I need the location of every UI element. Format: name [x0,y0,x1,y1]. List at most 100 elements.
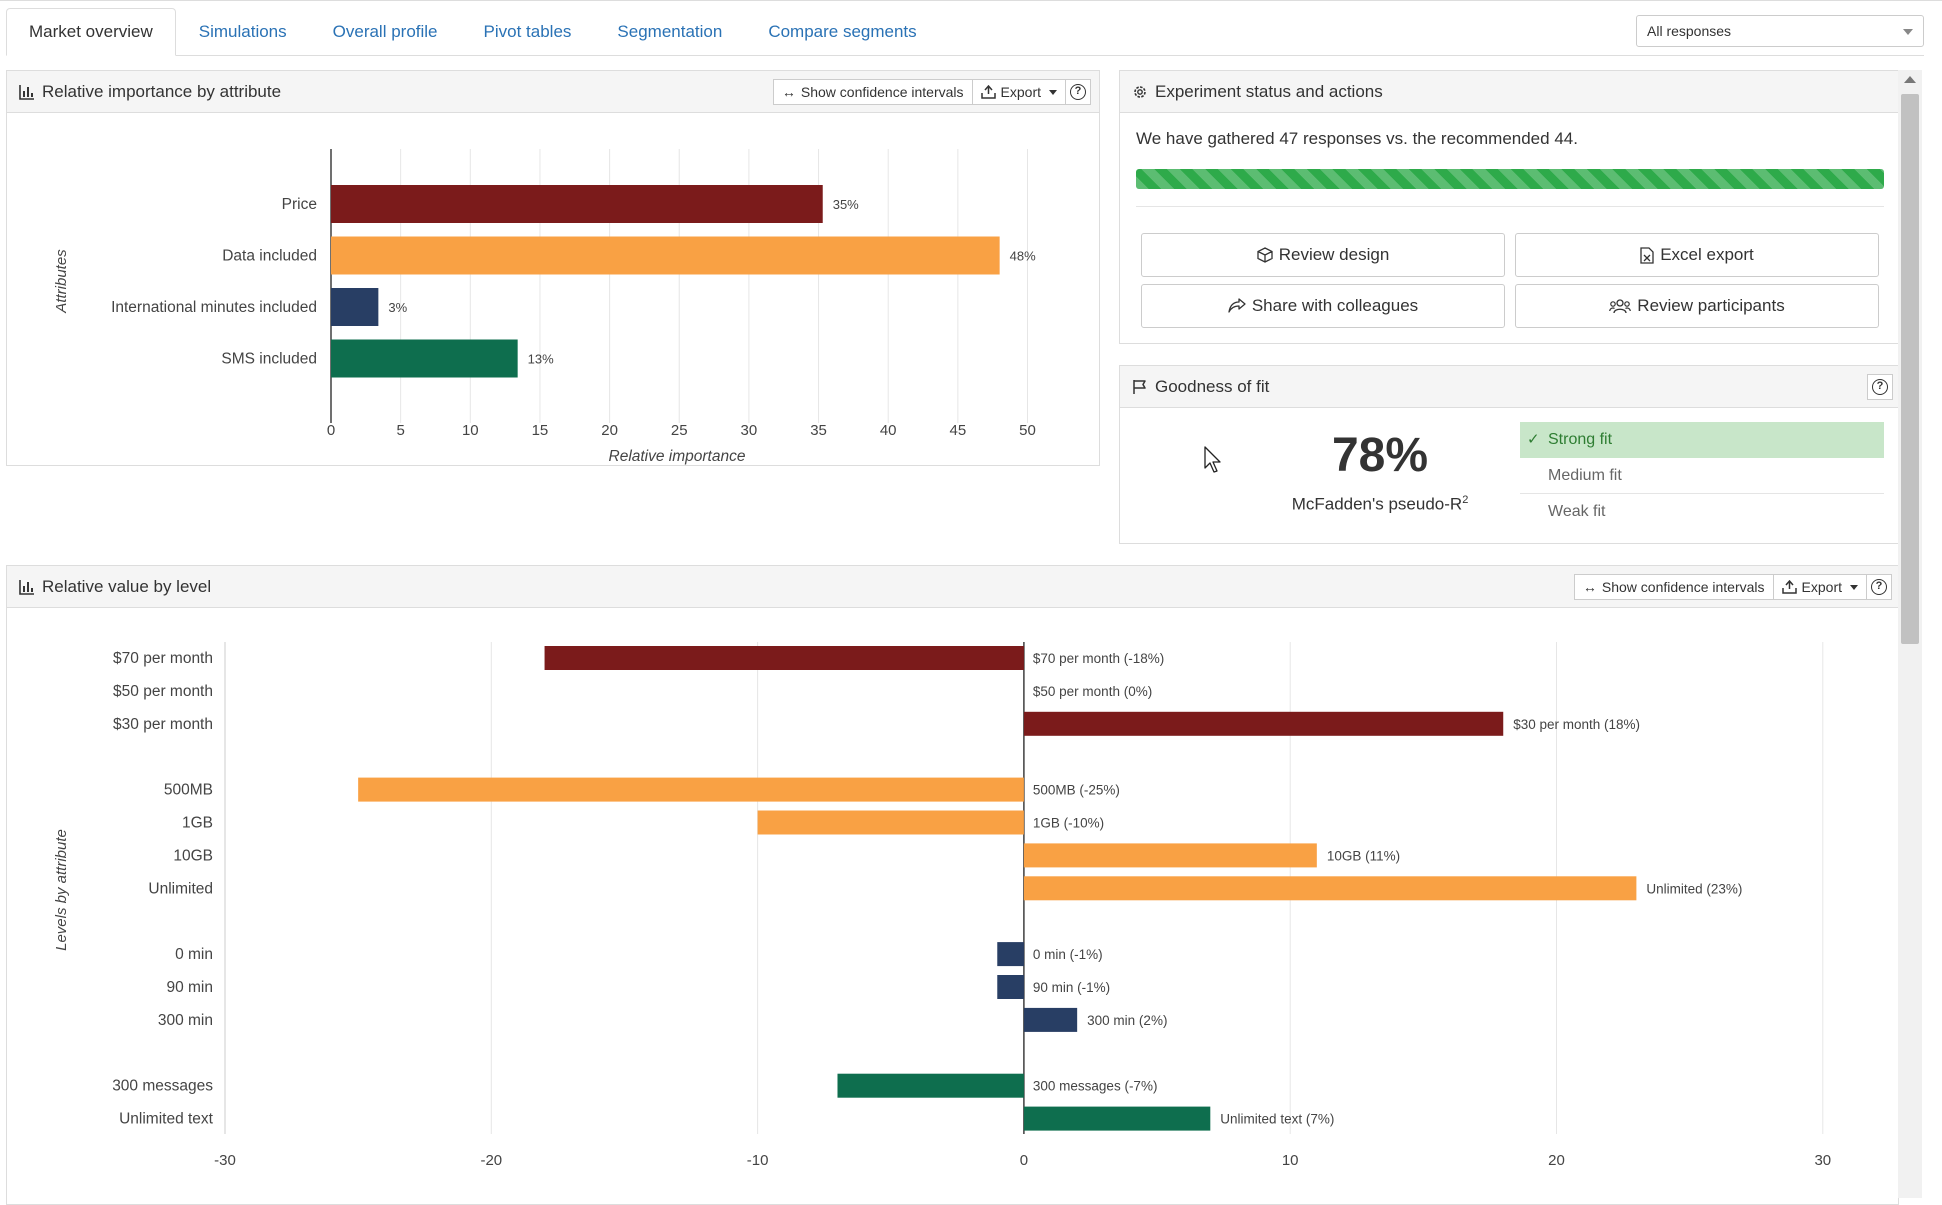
bar [997,942,1024,967]
importance-panel: Relative importance by attribute ↔ Show … [6,70,1100,466]
tab-simulations[interactable]: Simulations [198,22,287,41]
bar [1023,876,1637,901]
importance-panel-header: Relative importance by attribute ↔ Show … [7,71,1099,113]
x-tick-label: 10 [1282,1152,1299,1169]
bar [331,339,518,378]
segment-select-value: All responses [1647,23,1732,39]
data-label: 3% [388,300,407,315]
data-label: 300 min (2%) [1087,1013,1167,1028]
x-tick-label: 20 [1548,1152,1565,1169]
value-toolbar: ↔ Show confidence intervals Export ? [1573,574,1892,600]
mouse-cursor-icon [1204,446,1221,473]
tab-pivot-tables[interactable]: Pivot tables [483,22,572,41]
show-confidence-intervals-button[interactable]: ↔ Show confidence intervals [772,79,973,105]
review-design-button[interactable]: Review design [1141,233,1505,277]
question-icon: ? [1871,579,1887,595]
x-tick-label: 20 [601,422,618,439]
x-tick-label: 30 [741,422,758,439]
y-axis-title: Levels by attribute [53,829,70,951]
fit-metric-label: McFadden's pseudo-R2 [1180,494,1580,515]
data-label: $50 per month (0%) [1033,684,1152,699]
x-tick-label: 30 [1814,1152,1831,1169]
arrows-horizontal-icon: ↔ [781,84,796,100]
x-tick-label: -10 [747,1152,769,1169]
importance-chart: 0 5 10 15 20 25 30 35 40 45 50 Price 35% Data include… [53,149,1036,465]
importance-panel-title: Relative importance by attribute [42,82,282,101]
x-tick-label: 0 [1020,1152,1028,1169]
share-icon [1228,298,1246,313]
segment-select[interactable]: All responses [1636,15,1924,47]
share-with-colleagues-button[interactable]: Share with colleagues [1141,284,1505,328]
bar [1023,1106,1211,1131]
goodness-of-fit-header: Goodness of fit ? [1120,366,1898,408]
importance-toolbar: ↔ Show confidence intervals Export ? [772,79,1091,105]
bar [331,185,823,223]
export-label: Export [1000,84,1041,100]
x-tick-label: 25 [671,422,688,439]
level-label: 0 min [175,946,213,963]
question-icon: ? [1872,379,1888,395]
data-label: 90 min (-1%) [1033,980,1110,995]
tab-compare-segments[interactable]: Compare segments [768,22,917,41]
fit-scale: ✓ Strong fit Medium fit Weak fit [1520,422,1884,530]
x-tick-label: 15 [532,422,549,439]
fit-option-weak: Weak fit [1520,494,1884,530]
tab-market-overview[interactable]: Market overview [6,8,176,56]
level-label: 300 messages [112,1078,213,1095]
data-label: $30 per month (18%) [1513,717,1640,732]
scroll-up-arrow-icon[interactable] [1904,76,1916,83]
fit-option-label: Strong fit [1548,431,1613,448]
value-panel-header: Relative value by level ↔ Show confidenc… [7,566,1898,608]
response-progress-bar [1136,169,1884,189]
bar-chart-icon [19,580,34,595]
value-panel-title: Relative value by level [42,577,212,596]
goodness-of-fit-panel: Goodness of fit ? 78% McFadden's pseudo-… [1119,365,1899,544]
level-label: $30 per month [113,716,213,733]
review-design-label: Review design [1278,245,1390,264]
data-label: $70 per month (-18%) [1033,651,1164,666]
export-label: Export [1801,579,1842,595]
x-tick-label: 50 [1019,422,1036,439]
fit-option-label: Weak fit [1548,503,1606,520]
arrows-horizontal-icon: ↔ [1582,579,1597,595]
tab-overall-profile[interactable]: Overall profile [332,22,438,41]
level-label: $70 per month [113,650,213,667]
data-label: 10GB (11%) [1327,848,1400,863]
x-tick-label: 5 [396,422,404,439]
excel-file-icon [1640,246,1654,264]
data-label: 300 messages (-7%) [1033,1079,1158,1094]
value-by-level-chart: -30 -20 -10 0 10 20 30 $70 per month $70 per mon… [53,642,1831,1169]
help-button[interactable]: ? [1066,79,1091,105]
tab-segmentation[interactable]: Segmentation [617,22,723,41]
review-participants-button[interactable]: Review participants [1515,284,1879,328]
bar [837,1073,1024,1098]
response-progress-fill [1136,169,1884,189]
export-button[interactable]: Export [972,79,1066,105]
bar-chart-icon [19,85,34,100]
scrollbar-thumb[interactable] [1901,94,1919,644]
bar [1023,843,1317,868]
value-by-level-panel: Relative value by level ↔ Show confidenc… [6,565,1899,1205]
tabs-divider [6,55,1924,56]
x-tick-label: 35 [810,422,827,439]
category-label: Data included [222,248,317,265]
data-label: 48% [1010,249,1036,264]
excel-export-button[interactable]: Excel export [1515,233,1879,277]
bar [544,646,1024,670]
category-label: Price [282,196,317,213]
x-tick-label: 45 [950,422,967,439]
fit-help-button[interactable]: ? [1867,374,1893,400]
caret-down-icon [1049,89,1057,95]
level-label: 90 min [166,979,213,996]
top-border [0,0,1942,1]
category-label: SMS included [221,351,317,368]
export-button[interactable]: Export [1773,574,1867,600]
show-confidence-intervals-button[interactable]: ↔ Show confidence intervals [1573,574,1774,600]
x-tick-label: -30 [214,1152,236,1169]
bar [1023,711,1504,736]
help-button[interactable]: ? [1867,574,1892,600]
data-label: 1GB (-10%) [1033,816,1104,831]
bar [757,810,1024,835]
status-text: We have gathered 47 responses vs. the re… [1136,129,1578,148]
fit-option-medium: Medium fit [1520,458,1884,494]
